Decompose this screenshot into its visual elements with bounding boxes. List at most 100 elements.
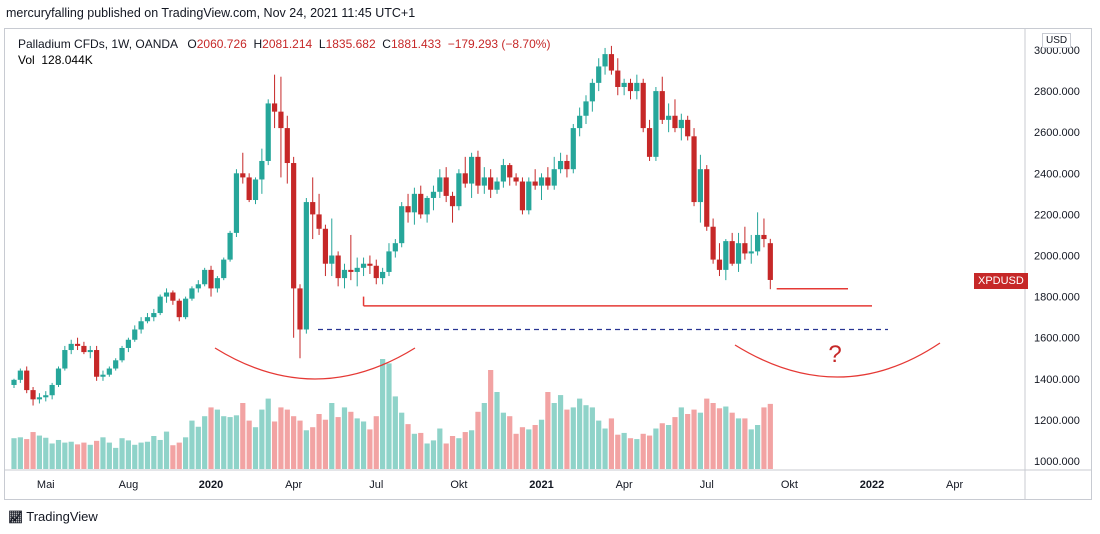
volume-bar [233,415,240,469]
volume-bar [316,414,322,469]
x-tick-label: Jul [700,479,714,491]
volume-bar [430,440,437,469]
candle-body [55,368,62,385]
candle-body [386,251,392,272]
volume-bar [653,428,659,469]
volume-bar [322,419,329,469]
volume-bar [494,392,500,469]
legend-symbol[interactable]: Palladium CFDs, 1W, OANDA [18,37,178,51]
volume-bar [157,439,163,469]
x-tick-label: Mai [37,479,55,491]
volume-bar [526,429,532,469]
volume-bar [87,444,93,469]
volume-bar [608,418,615,469]
volume-bar [729,412,735,469]
candle-body [151,313,157,318]
volume-bar [246,420,252,469]
candle-body [456,173,462,207]
currency-label[interactable]: USD [1042,33,1072,48]
volume-bar [691,409,697,469]
volume-bar [176,442,182,469]
low-label: L [318,37,326,51]
volume-bar [640,433,646,469]
candle-body [367,263,373,266]
candle-body [119,347,125,361]
volume-bar [481,403,487,469]
volume-bar [456,438,462,469]
candle-body [265,103,271,161]
candle-body [30,390,36,400]
volume-bar [11,438,17,469]
volume-bar [666,425,672,469]
candle-body [462,173,468,184]
volume-bar [132,444,138,469]
volume-bar [418,432,424,469]
volume-bar [335,417,341,469]
y-tick-label: 2200.000 [1034,209,1080,221]
volume-bar [685,414,691,469]
volume-bar [437,428,443,469]
footer-brand[interactable]: 📈︎ TradingView [8,509,98,524]
volume-bar [284,409,290,469]
volume-bar [119,438,125,469]
volume-bar [208,407,214,469]
volume-bar [106,442,112,469]
candle-body [602,54,608,67]
volume-bar [36,435,43,469]
volume-bar [113,447,119,469]
volume-bar [513,433,519,469]
volume-bar [411,433,417,469]
y-tick-label: 2400.000 [1034,168,1080,180]
candle-body [341,269,348,279]
candle-body [278,111,284,129]
high-label: H [253,37,263,51]
candle-body [570,128,576,170]
x-tick-label: Apr [616,479,633,491]
candle-body [100,374,106,377]
candle-body [583,101,589,116]
close-label: C [382,37,391,51]
vol-value: 128.044K [41,53,93,67]
volume-bar [138,442,144,469]
volume-bar [214,409,220,469]
volume-bar [488,370,494,469]
candle-body [246,177,252,201]
volume-bar [507,416,513,469]
candle-body [557,160,564,170]
open-label: O [187,37,197,51]
vol-label: Vol [18,53,35,67]
candle-body [488,177,494,190]
volume-bar [634,439,640,469]
volume-bar [475,411,481,469]
candle-body [653,91,659,157]
volume-bar [360,421,367,469]
volume-bar [49,443,55,469]
volume-bar [74,444,81,469]
volume-bar [621,432,627,469]
candle-body [176,300,182,318]
candle-body [729,241,735,264]
volume-bar [500,412,506,469]
candle-body [43,395,49,398]
volume-bar [278,407,284,469]
bottom-arc-2020 [214,347,416,380]
volume-bar [589,407,595,469]
candle-body [170,292,176,301]
volume-bar [767,403,773,469]
candle-body [526,181,532,211]
candle-body [17,370,23,380]
projected-bottom-arc [734,342,941,378]
candle-body [646,128,653,157]
candle-body [329,255,335,264]
candle-body [608,54,615,71]
volume-bar [545,392,551,469]
volume-layer [11,359,773,469]
candle-body [577,115,583,129]
volume-bar [170,445,176,469]
volume-bar [163,431,170,469]
candle-body [297,288,303,330]
candle-body [380,271,386,279]
low-value: 1835.682 [325,37,376,51]
volume-bar [538,419,545,469]
